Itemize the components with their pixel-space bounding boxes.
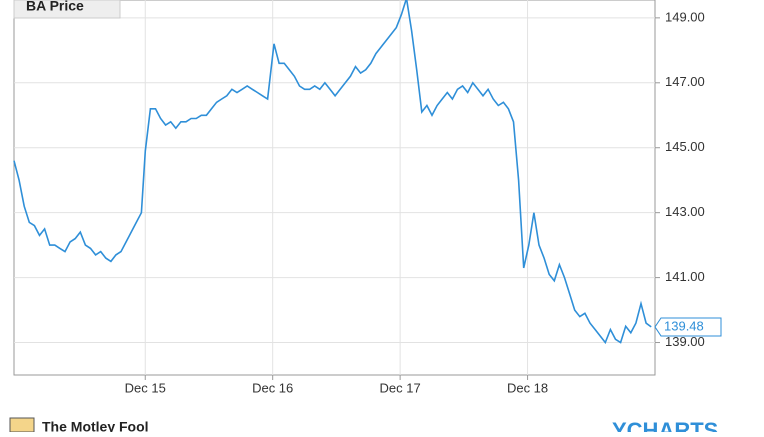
y-tick-label: 149.00 <box>665 9 705 24</box>
grid <box>14 0 655 375</box>
y-tick-label: 143.00 <box>665 204 705 219</box>
y-tick-label: 141.00 <box>665 269 705 284</box>
legend-box <box>13 0 121 19</box>
x-tick-label: Dec 18 <box>507 380 548 395</box>
plot <box>13 0 652 345</box>
last-price-box <box>654 317 722 337</box>
y-tick-label: 145.00 <box>665 139 705 154</box>
x-tick-label: Dec 17 <box>380 380 421 395</box>
price-line <box>13 0 652 345</box>
x-tick-label: Dec 16 <box>252 380 293 395</box>
y-tick-label: 139.00 <box>665 334 705 349</box>
plot-frame <box>13 0 656 376</box>
x-tick-label: Dec 15 <box>125 380 166 395</box>
credit: YCHARTS <box>612 418 718 432</box>
legend-label: BA Price <box>26 0 84 14</box>
logo-icon <box>9 417 35 433</box>
source: The Motley Fool <box>42 419 149 432</box>
last-price-label: 139.48 <box>664 318 704 333</box>
y-tick-label: 147.00 <box>665 74 705 89</box>
